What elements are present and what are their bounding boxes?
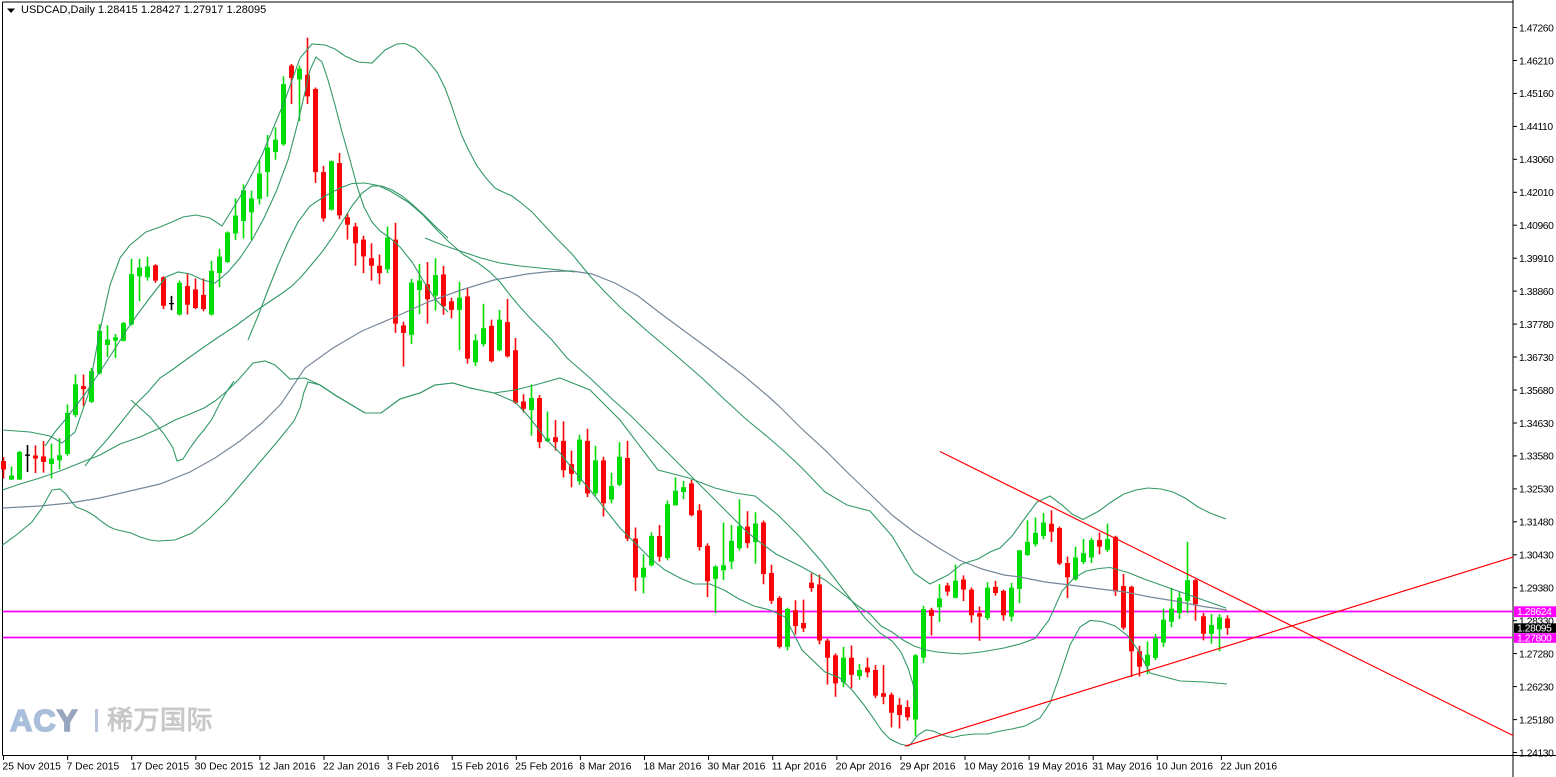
svg-text:8 Mar 2016: 8 Mar 2016 <box>579 762 631 773</box>
svg-text:1.28624: 1.28624 <box>1517 607 1552 618</box>
svg-text:11 Apr 2016: 11 Apr 2016 <box>772 762 827 773</box>
svg-text:22 Jun 2016: 22 Jun 2016 <box>1220 762 1277 773</box>
svg-text:1.32530: 1.32530 <box>1519 485 1554 496</box>
svg-text:1.45160: 1.45160 <box>1519 89 1554 100</box>
svg-text:30 Mar 2016: 30 Mar 2016 <box>708 762 766 773</box>
svg-text:1.25180: 1.25180 <box>1519 715 1554 726</box>
svg-text:1.28095: 1.28095 <box>1517 623 1552 634</box>
svg-text:1.27280: 1.27280 <box>1519 649 1554 660</box>
svg-text:1.43060: 1.43060 <box>1519 155 1554 166</box>
svg-text:1.34630: 1.34630 <box>1519 419 1554 430</box>
svg-text:1.36730: 1.36730 <box>1519 353 1554 364</box>
svg-text:1.33580: 1.33580 <box>1519 452 1554 463</box>
svg-text:30 Dec 2015: 30 Dec 2015 <box>195 762 254 773</box>
svg-text:1.47260: 1.47260 <box>1519 23 1554 34</box>
svg-text:17 Dec 2015: 17 Dec 2015 <box>131 762 190 773</box>
svg-text:1.37780: 1.37780 <box>1519 320 1554 331</box>
svg-text:1.40960: 1.40960 <box>1519 221 1554 232</box>
svg-text:20 Apr 2016: 20 Apr 2016 <box>836 762 892 773</box>
svg-text:1.29380: 1.29380 <box>1519 584 1554 595</box>
svg-text:18 Mar 2016: 18 Mar 2016 <box>644 762 702 773</box>
svg-text:1.26230: 1.26230 <box>1519 682 1554 693</box>
svg-text:1.39910: 1.39910 <box>1519 254 1554 265</box>
svg-text:USDCAD,Daily 1.28415 1.28427: USDCAD,Daily 1.28415 1.28427 1.27917 1.2… <box>21 4 266 16</box>
svg-text:19 May 2016: 19 May 2016 <box>1028 762 1088 773</box>
svg-text:15 Feb 2016: 15 Feb 2016 <box>451 762 509 773</box>
svg-text:10 Jun 2016: 10 Jun 2016 <box>1156 762 1213 773</box>
svg-text:1.30430: 1.30430 <box>1519 551 1554 562</box>
svg-text:25 Nov 2015: 25 Nov 2015 <box>3 762 62 773</box>
svg-text:7 Dec 2015: 7 Dec 2015 <box>67 762 120 773</box>
svg-text:31 May 2016: 31 May 2016 <box>1092 762 1152 773</box>
svg-text:1.31480: 1.31480 <box>1519 518 1554 529</box>
svg-text:10 May 2016: 10 May 2016 <box>964 762 1024 773</box>
svg-text:稀万国际: 稀万国际 <box>107 705 213 735</box>
svg-text:1.46210: 1.46210 <box>1519 56 1554 67</box>
svg-text:ACY: ACY <box>10 703 78 738</box>
svg-text:1.27800: 1.27800 <box>1517 633 1552 644</box>
svg-text:1.28330: 1.28330 <box>1519 617 1554 628</box>
svg-text:22 Jan 2016: 22 Jan 2016 <box>323 762 380 773</box>
svg-text:1.38860: 1.38860 <box>1519 287 1554 298</box>
svg-text:1.42010: 1.42010 <box>1519 188 1554 199</box>
svg-text:1.44110: 1.44110 <box>1519 122 1553 133</box>
svg-text:29 Apr 2016: 29 Apr 2016 <box>900 762 956 773</box>
svg-text:1.35680: 1.35680 <box>1519 386 1554 397</box>
svg-text:12 Jan 2016: 12 Jan 2016 <box>259 762 316 773</box>
svg-text:3 Feb 2016: 3 Feb 2016 <box>387 762 439 773</box>
svg-text:1.24130: 1.24130 <box>1519 748 1554 759</box>
svg-text:25 Feb 2016: 25 Feb 2016 <box>515 762 573 773</box>
